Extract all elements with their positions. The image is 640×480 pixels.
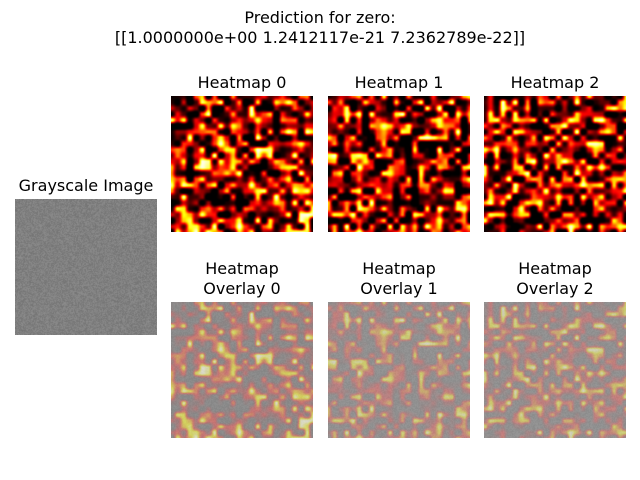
heatmap-0-title: Heatmap 0 [171,73,313,93]
overlay-1-title: Heatmap Overlay 1 [328,259,470,299]
overlay-0-title: Heatmap Overlay 0 [171,259,313,299]
overlay-1-title-line-1: Heatmap [328,259,470,279]
overlay-2-title-line-1: Heatmap [484,259,626,279]
grayscale-image [15,199,157,335]
overlay-2-image [484,302,626,438]
heatmap-0-image [171,96,313,232]
overlay-2-title: Heatmap Overlay 2 [484,259,626,299]
overlay-1-image [328,302,470,438]
figure-title-line-1: Prediction for zero: [0,8,640,28]
heatmap-1-image [328,96,470,232]
heatmap-1-title: Heatmap 1 [328,73,470,93]
grayscale-title: Grayscale Image [0,176,172,196]
figure-title: Prediction for zero: [[1.0000000e+00 1.2… [0,8,640,48]
overlay-1-title-line-2: Overlay 1 [328,279,470,299]
overlay-0-title-line-2: Overlay 0 [171,279,313,299]
heatmap-2-image [484,96,626,232]
figure-title-line-2: [[1.0000000e+00 1.2412117e-21 7.2362789e… [0,28,640,48]
overlay-0-image [171,302,313,438]
overlay-0-title-line-1: Heatmap [171,259,313,279]
heatmap-2-title: Heatmap 2 [484,73,626,93]
overlay-2-title-line-2: Overlay 2 [484,279,626,299]
